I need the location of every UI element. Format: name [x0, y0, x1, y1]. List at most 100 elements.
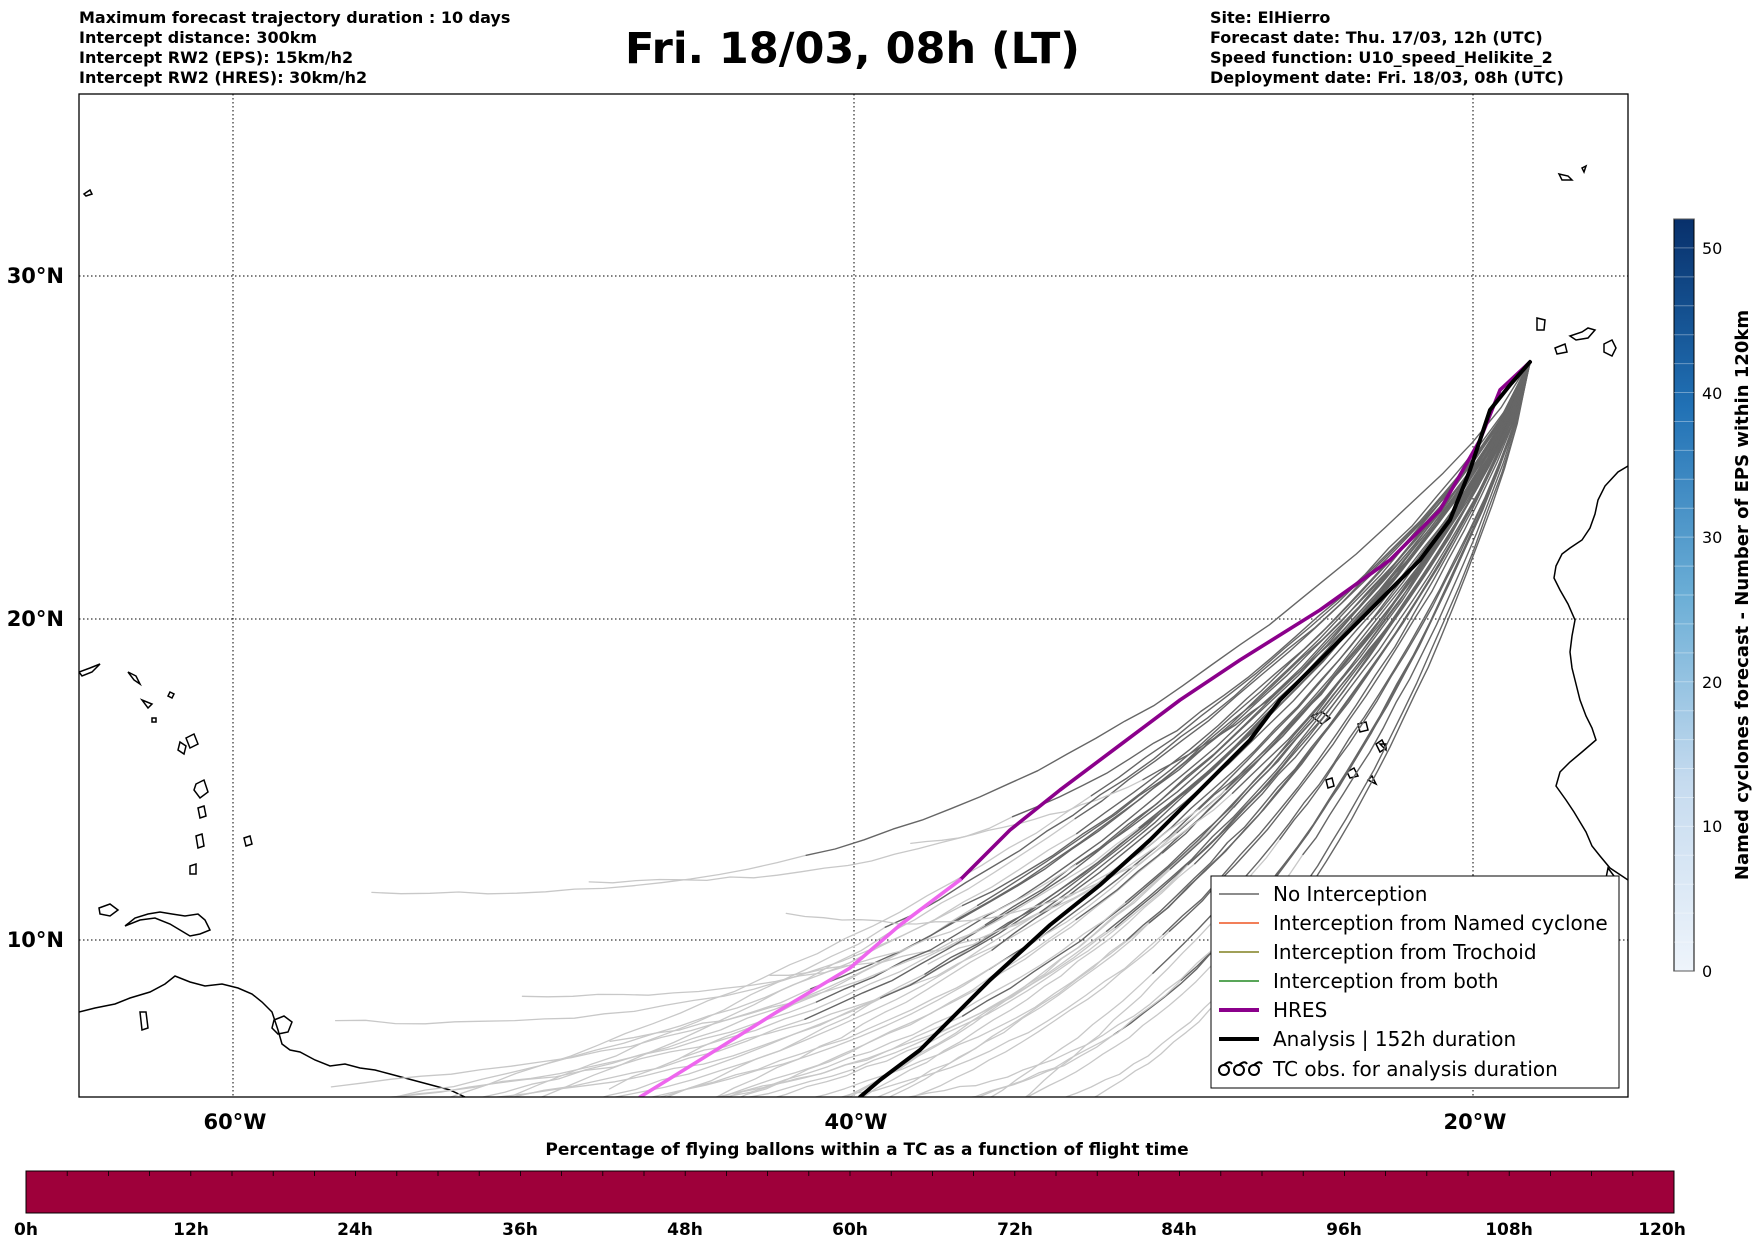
eps-trajectory-late — [973, 1034, 1115, 1097]
lesser-antilles-2 — [193, 778, 209, 800]
eps-trajectory — [1279, 362, 1531, 840]
venezuela-peninsula — [124, 911, 212, 937]
time-bar: 0h 12h 24h 36h 48h 60h 72h 84h 96h 108h … — [14, 1170, 1686, 1240]
eps-trajectory-late — [718, 1015, 964, 1097]
eps-trajectory-late — [521, 863, 1078, 998]
caribbean-island-a — [98, 903, 120, 917]
colorbar-tick-30: 30 — [1702, 528, 1722, 547]
eps-trajectory-late — [862, 863, 1196, 1097]
colorbar: 0 10 20 30 40 50 Named cyclones forecast… — [1673, 218, 1752, 981]
param-line: Intercept RW2 (HRES): 30km/h2 — [79, 68, 368, 87]
lesser-antilles-1 — [185, 732, 199, 750]
cape-verde-4 — [1346, 766, 1360, 779]
eps-trajectory — [1231, 362, 1531, 794]
canaries-4 — [1603, 338, 1617, 358]
eps-trajectory-late — [601, 973, 926, 1097]
colorbar-tick-0: 0 — [1702, 962, 1712, 981]
site-line: Site: ElHierro — [1210, 8, 1331, 27]
eps-trajectory-late — [839, 933, 1164, 1097]
eps-trajectory-late — [480, 946, 911, 1097]
eps-trajectory-late — [612, 911, 1041, 1097]
param-line: Intercept distance: 300km — [79, 28, 318, 47]
eps-trajectory — [1011, 359, 1531, 818]
legend-label-analysis: Analysis | 152h duration — [1273, 1027, 1516, 1051]
time-tick-108h: 108h — [1485, 1220, 1533, 1240]
time-tick-96h: 96h — [1326, 1220, 1362, 1240]
small-dot-a — [151, 717, 157, 723]
analysis-trajectory — [858, 360, 1532, 1097]
eps-trajectory — [1105, 361, 1531, 877]
eps-trajectory-late — [657, 831, 1178, 1097]
eps-trajectory-late — [371, 854, 807, 895]
lon-label-40w: 40°W — [825, 1110, 888, 1134]
canaries-2 — [1554, 342, 1568, 355]
colorbar-tick-10: 10 — [1702, 817, 1722, 836]
south-america-coast — [79, 975, 466, 1097]
virgin-islands — [127, 671, 154, 710]
madeira — [1557, 164, 1588, 181]
graticule — [79, 94, 1628, 1097]
lat-label-10n: 10°N — [7, 928, 64, 952]
eps-trajectory-late — [392, 1001, 818, 1097]
eps-trajectory — [1312, 360, 1531, 882]
trinidad-island — [271, 1015, 293, 1035]
colorbar-gradient — [1673, 218, 1695, 972]
time-bar-fill — [25, 1170, 1675, 1214]
lon-label-60w: 60°W — [204, 1110, 267, 1134]
eps-trajectory — [1162, 361, 1531, 936]
eps-trajectory — [1168, 362, 1531, 932]
site-line: Forecast date: Thu. 17/03, 12h (UTC) — [1210, 28, 1543, 47]
eps-trajectory-late — [712, 926, 1116, 1097]
bermuda-dot — [82, 188, 94, 197]
eps-trajectory-late — [334, 904, 964, 1025]
eps-trajectory-late — [906, 930, 1230, 1097]
lesser-antilles-5 — [189, 862, 197, 875]
barbados-island — [243, 835, 253, 847]
eps-trajectory — [1302, 361, 1531, 856]
tc-symbol-icon — [1218, 1061, 1263, 1076]
eps-trajectory-late — [396, 832, 1078, 1097]
legend-label-both: Interception from both — [1273, 969, 1499, 993]
time-bar-ticks — [25, 1171, 1675, 1176]
trajectories — [330, 359, 1532, 1097]
time-tick-60h: 60h — [832, 1220, 868, 1240]
time-tick-36h: 36h — [502, 1220, 538, 1240]
cape-verde-5 — [1325, 777, 1335, 789]
colorbar-title: Named cyclones forecast - Number of EPS … — [1732, 310, 1752, 880]
eps-trajectory-late — [876, 922, 1150, 1097]
forecast-parameters: Maximum forecast trajectory duration : 1… — [79, 8, 510, 88]
map-border — [78, 93, 1629, 1098]
site-line: Speed function: U10_speed_Helikite_2 — [1210, 48, 1553, 67]
eps-trajectory — [1194, 360, 1531, 865]
lon-label-20w: 20°W — [1444, 1110, 1507, 1134]
legend: No Interception Interception from Named … — [1210, 875, 1620, 1089]
coastlines — [79, 164, 1628, 1097]
eps-trajectory-late — [588, 816, 1014, 884]
eps-trajectory-late — [910, 779, 1144, 845]
caribbean-island-b — [139, 1011, 149, 1032]
time-tick-48h: 48h — [667, 1220, 703, 1240]
canaries-3 — [1568, 327, 1597, 341]
time-tick-24h: 24h — [337, 1220, 373, 1240]
puerto-rico-fragment — [79, 663, 101, 677]
site-info: Site: ElHierro Forecast date: Thu. 17/03… — [1210, 8, 1564, 88]
africa-coast — [1553, 465, 1628, 881]
hres-trajectory-late — [638, 878, 962, 1097]
small-dot-b — [166, 690, 176, 700]
time-tick-0h: 0h — [14, 1220, 38, 1240]
lat-label-20n: 20°N — [7, 607, 64, 631]
time-tick-120h: 120h — [1638, 1220, 1686, 1240]
eps-trajectory-late — [540, 817, 1076, 1097]
time-tick-12h: 12h — [173, 1220, 209, 1240]
param-line: Intercept RW2 (EPS): 15km/h2 — [79, 48, 354, 67]
eps-trajectory-late — [649, 968, 990, 1097]
eps-trajectory — [1228, 362, 1531, 932]
eps-trajectory-late — [927, 808, 1200, 965]
eps-trajectory — [805, 360, 1531, 856]
page-title: Fri. 18/03, 08h (LT) — [625, 24, 1080, 74]
legend-label-tc-obs: TC obs. for analysis duration — [1272, 1057, 1558, 1081]
legend-label-no-interception: No Interception — [1273, 882, 1427, 906]
legend-label-trochoid: Interception from Trochoid — [1273, 940, 1537, 964]
time-tick-84h: 84h — [1161, 1220, 1197, 1240]
